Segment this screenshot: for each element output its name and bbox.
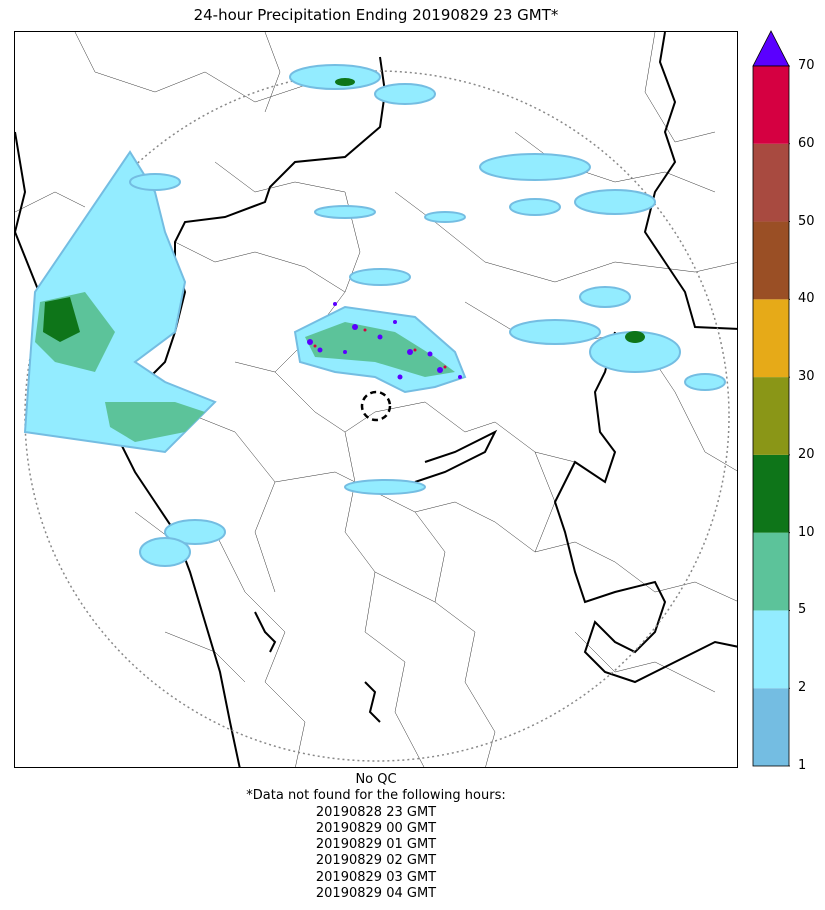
colorbar [752, 30, 793, 770]
colorbar-tick-label: 20 [798, 446, 815, 462]
colorbar-segment [753, 143, 789, 222]
colorbar-tick-label: 70 [798, 58, 815, 73]
colorbar-segment [753, 532, 789, 611]
colorbar-segment [753, 610, 789, 689]
missing-hour: 20190828 23 GMT [315, 804, 437, 820]
map-canvas [15, 32, 737, 767]
colorbar-segment [753, 221, 789, 300]
radar-site-marker [360, 390, 392, 422]
colorbar-segment [753, 377, 789, 455]
colorbar-tick-label: 5 [798, 602, 807, 618]
missing-hour: 20190829 03 GMT [315, 869, 437, 885]
colorbar-tick-label: 40 [798, 291, 815, 307]
missing-hour: 20190829 00 GMT [315, 820, 437, 836]
colorbar-tick-label: 2 [798, 680, 807, 696]
colorbar-svg [752, 30, 793, 767]
colorbar-tick-label: 30 [798, 369, 815, 385]
colorbar-tick-label: 60 [798, 135, 815, 151]
footer-notes: No QC *Data not found for the following … [14, 772, 738, 902]
colorbar-segment [753, 688, 789, 766]
missing-hour: 20190829 02 GMT [315, 853, 437, 869]
precipitation-map [14, 31, 738, 768]
precipitation-areas [23, 64, 726, 567]
missing-hour: 20190829 04 GMT [315, 886, 437, 902]
colorbar-outline [752, 65, 790, 767]
chart-title: 24-hour Precipitation Ending 20190829 23… [193, 6, 559, 24]
colorbar-segment [753, 299, 789, 378]
qc-note: No QC [355, 772, 397, 787]
colorbar-segment [753, 454, 789, 533]
missing-hour: 20190829 01 GMT [315, 837, 437, 853]
colorbar-segment [753, 66, 789, 144]
colorbar-tick-label: 50 [798, 213, 815, 229]
colorbar-extend-arrow [752, 30, 790, 67]
missing-data-note: *Data not found for the following hours: [246, 788, 506, 804]
colorbar-tick-label: 1 [798, 758, 807, 773]
radar-range-ring [24, 70, 730, 762]
colorbar-tick-label: 10 [798, 524, 815, 540]
